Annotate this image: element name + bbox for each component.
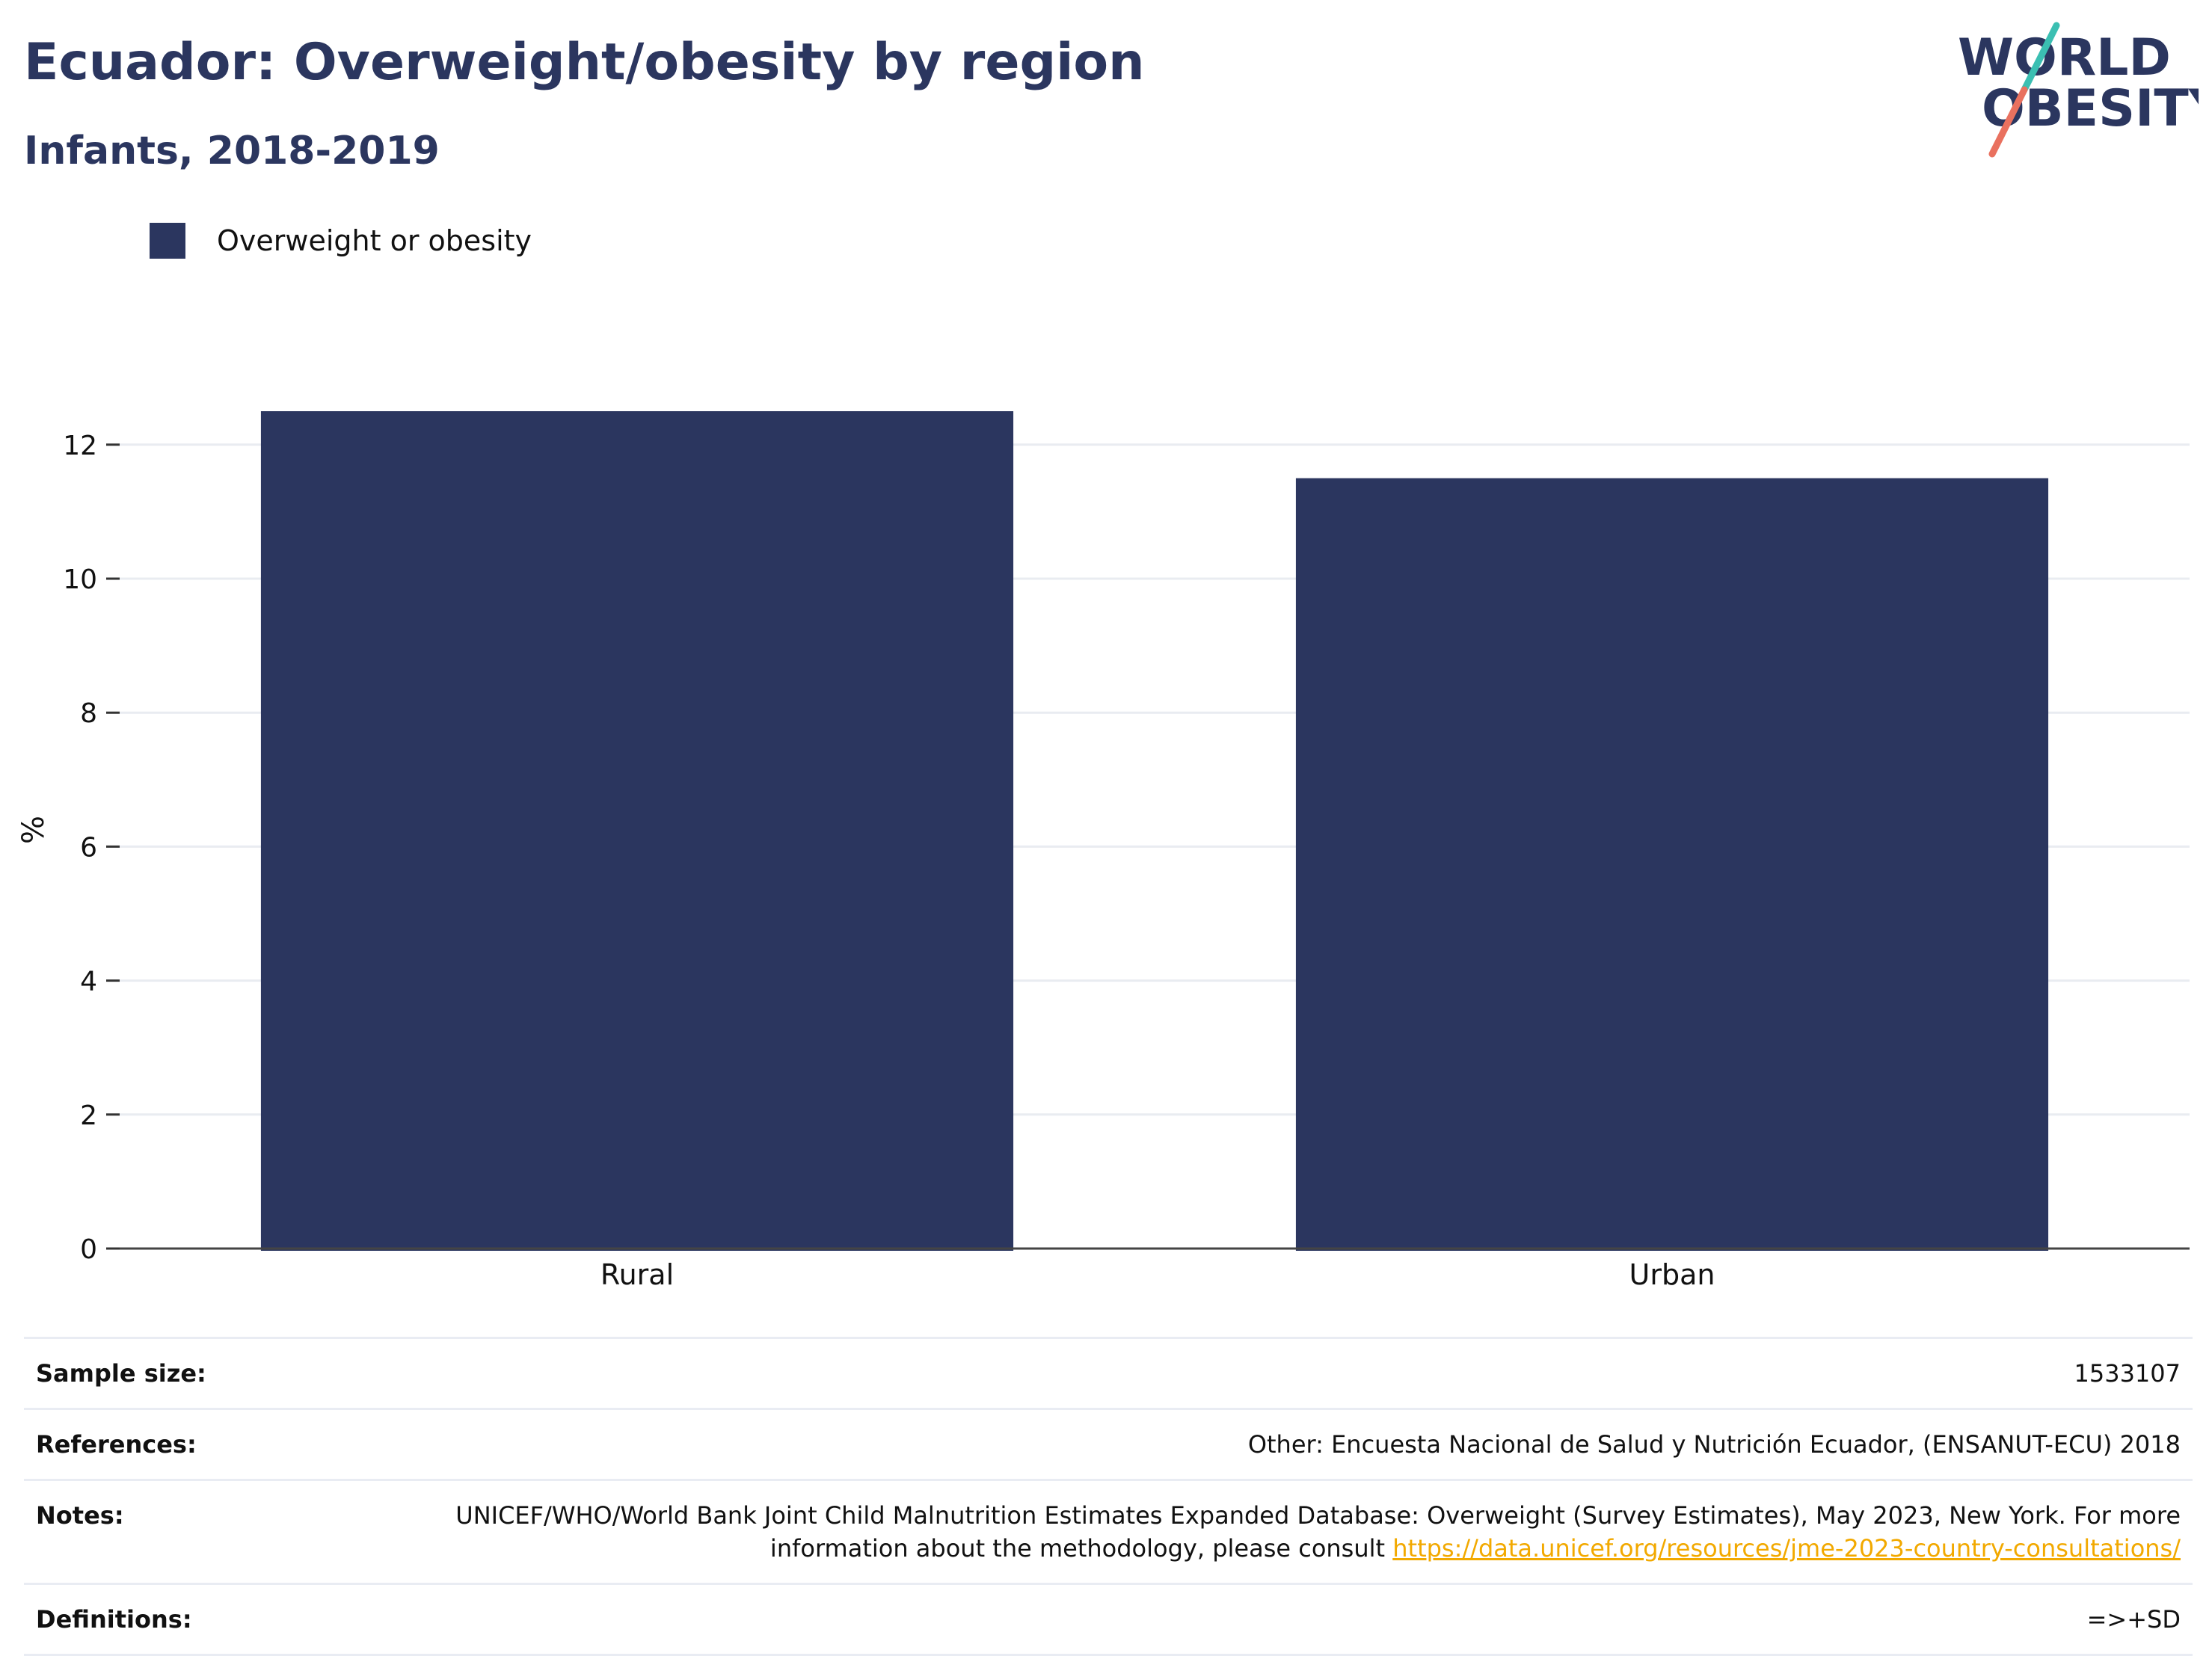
- notes-label: Notes:: [24, 1479, 317, 1584]
- y-tick-label: 8: [80, 698, 97, 729]
- bar-rural: [260, 411, 1014, 1251]
- chart-subtitle: Infants, 2018-2019: [24, 129, 440, 173]
- notes-value: UNICEF/WHO/World Bank Joint Child Malnut…: [317, 1479, 2193, 1584]
- sample-size-value: 1533107: [317, 1337, 2193, 1409]
- logo-text-world: WORLD: [1958, 28, 2171, 87]
- bar-chart: 0 2 4 6 8 10 12 Rural Urban%: [16, 411, 2190, 1291]
- y-tick-label: 10: [63, 564, 97, 595]
- y-tick-label: 6: [80, 832, 97, 863]
- bar-urban: [1295, 478, 2049, 1251]
- chart-title: Ecuador: Overweight/obesity by region: [24, 33, 1145, 92]
- definitions-label: Definitions:: [24, 1583, 317, 1656]
- definitions-value: =>+SD: [317, 1583, 2193, 1656]
- y-tick-label: 0: [80, 1234, 97, 1265]
- y-tick-label: 4: [80, 967, 97, 997]
- logo-slash-teal: [2021, 22, 2060, 93]
- info-row-notes: Notes: UNICEF/WHO/World Bank Joint Child…: [24, 1479, 2193, 1584]
- notes-text: UNICEF/WHO/World Bank Joint Child Malnut…: [455, 1501, 2181, 1563]
- world-obesity-logo: WORLD OBESITY: [1958, 22, 2199, 158]
- x-tick-label: Rural: [600, 1258, 674, 1291]
- sample-size-label: Sample size:: [24, 1337, 317, 1409]
- legend-label: Overweight or obesity: [217, 224, 532, 257]
- references-label: References:: [24, 1408, 317, 1480]
- info-row-sample-size: Sample size: 1533107: [24, 1337, 2193, 1409]
- x-tick-label: Urban: [1629, 1258, 1715, 1291]
- y-axis-title: %: [16, 816, 51, 844]
- references-value: Other: Encuesta Nacional de Salud y Nutr…: [317, 1408, 2193, 1480]
- legend[interactable]: Overweight or obesity: [150, 223, 532, 259]
- legend-swatch: [150, 223, 185, 259]
- info-row-references: References: Other: Encuesta Nacional de …: [24, 1408, 2193, 1480]
- y-tick-label: 12: [63, 431, 97, 461]
- info-row-definitions: Definitions: =>+SD: [24, 1583, 2193, 1656]
- notes-link[interactable]: https://data.unicef.org/resources/jme-20…: [1392, 1534, 2181, 1563]
- y-tick-label: 2: [80, 1101, 97, 1131]
- info-table: Sample size: 1533107 References: Other: …: [24, 1337, 2193, 1656]
- logo-slash-coral: [1988, 86, 2028, 158]
